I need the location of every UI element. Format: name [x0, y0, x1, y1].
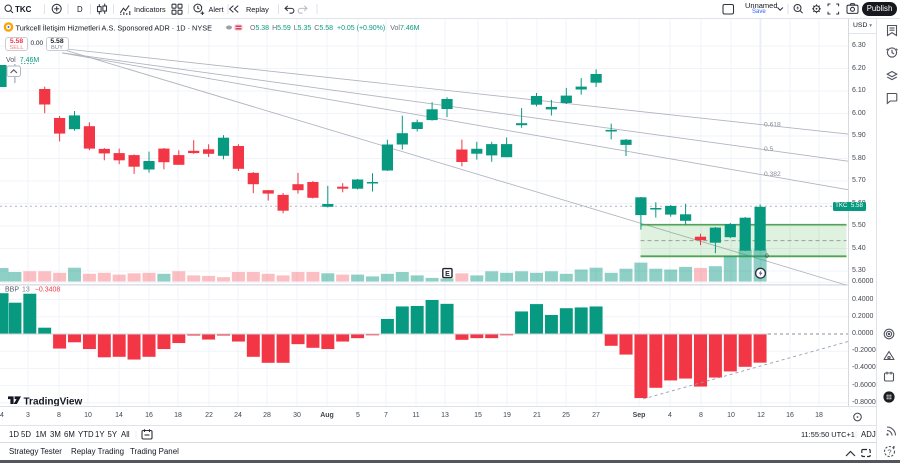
- svg-text:0: 0: [765, 253, 769, 260]
- svg-text:0.382: 0.382: [764, 171, 781, 178]
- svg-text:0.618: 0.618: [764, 121, 781, 128]
- svg-text:0.5: 0.5: [764, 146, 774, 153]
- svg-text:Turkcell İletişim Hizmetleri A: Turkcell İletişim Hizmetleri A.S. Sponso…: [16, 23, 213, 32]
- svg-text:TradingView: TradingView: [24, 397, 83, 407]
- svg-text:E: E: [445, 271, 450, 278]
- svg-text:Vol7.46M: Vol 7.46M: [6, 57, 39, 64]
- svg-text:?: ?: [887, 448, 891, 457]
